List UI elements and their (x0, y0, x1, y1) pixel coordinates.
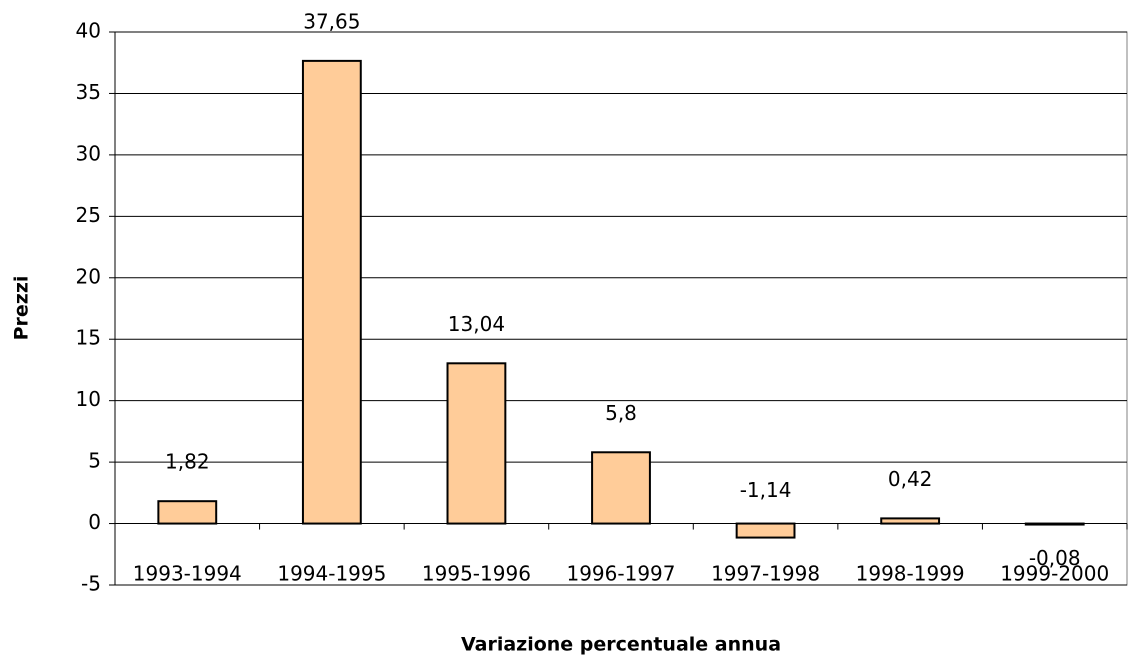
x-tick-label: 1999-2000 (1000, 562, 1109, 586)
y-tick-label: 35 (76, 80, 101, 104)
value-label: 1,82 (165, 450, 210, 474)
y-tick-label: 20 (76, 264, 101, 288)
y-tick-label: -5 (81, 572, 101, 596)
bar (880, 517, 941, 525)
value-label: 5,8 (605, 401, 637, 425)
value-label: 13,04 (448, 312, 505, 336)
bar (591, 451, 651, 525)
bar (301, 59, 362, 525)
x-tick-label: 1997-1998 (711, 562, 820, 586)
bar (735, 522, 796, 539)
value-label: -1,14 (740, 478, 792, 502)
y-tick-label: 5 (88, 449, 101, 473)
y-tick-label: 0 (88, 510, 101, 534)
x-tick-label: 1998-1999 (856, 562, 965, 586)
y-tick-label: 30 (76, 141, 101, 165)
y-axis-title: Prezzi (11, 276, 33, 341)
x-tick-label: 1996-1997 (566, 562, 675, 586)
y-tick-label: 15 (76, 326, 101, 350)
y-tick-label: 25 (76, 203, 101, 227)
bar (446, 362, 507, 525)
bar (1024, 522, 1085, 526)
value-label: -0,08 (1029, 546, 1081, 570)
x-tick-label: 1994-1995 (277, 562, 386, 586)
bar (157, 500, 218, 525)
x-axis-title: Variazione percentuale annua (461, 634, 781, 656)
x-tick-label: 1995-1996 (422, 562, 531, 586)
y-tick-label: 10 (76, 387, 101, 411)
value-label: 37,65 (303, 9, 360, 33)
x-tick-label: 1993-1994 (133, 562, 242, 586)
y-tick-label: 40 (76, 19, 101, 43)
value-label: 0,42 (888, 467, 933, 491)
